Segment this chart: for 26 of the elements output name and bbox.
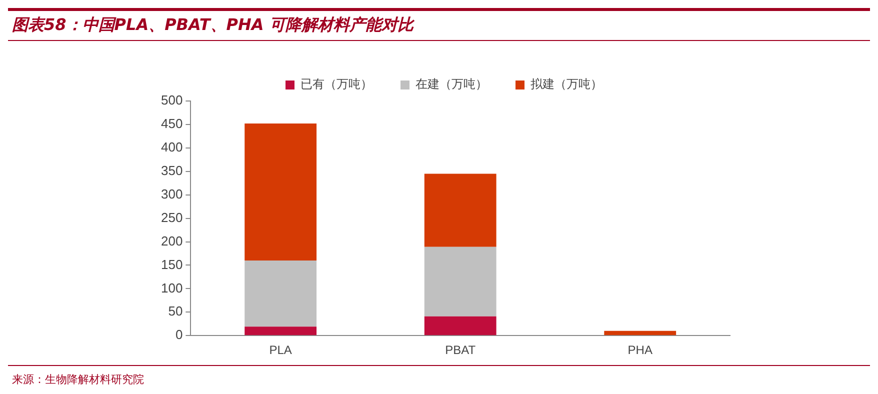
y-tick-label: 350: [160, 162, 183, 178]
bar: [424, 174, 496, 247]
y-tick-label: 150: [160, 256, 183, 272]
bar: [244, 260, 317, 327]
legend-label: 拟建（万吨）: [530, 77, 602, 92]
legend-label: 在建（万吨）: [416, 77, 488, 92]
bar: [244, 124, 317, 261]
y-tick-label: 200: [160, 233, 183, 248]
bar: [424, 246, 496, 316]
y-tick-label: 0: [175, 327, 183, 342]
bar: [424, 316, 496, 336]
x-tick-label: PBAT: [445, 343, 476, 358]
x-tick-label: PHA: [628, 343, 652, 358]
bar: [244, 326, 317, 336]
y-tick-label: 50: [168, 304, 183, 319]
bar: [604, 330, 676, 336]
y-tick-label: 400: [160, 140, 183, 154]
legend-label: 已有（万吨）: [300, 77, 372, 92]
source-note: 来源：生物降解材料研究院: [12, 372, 145, 387]
x-tick-label: PLA: [269, 343, 292, 358]
y-tick-label: 300: [160, 186, 183, 202]
y-tick-label: 100: [160, 280, 183, 296]
y-tick-label: 500: [160, 92, 183, 108]
chart-title: 图表58：中国PLA、PBAT、PHA 可降解材料产能对比: [8, 8, 870, 41]
y-tick-label: 250: [160, 210, 183, 225]
y-tick-label: 450: [160, 116, 183, 132]
